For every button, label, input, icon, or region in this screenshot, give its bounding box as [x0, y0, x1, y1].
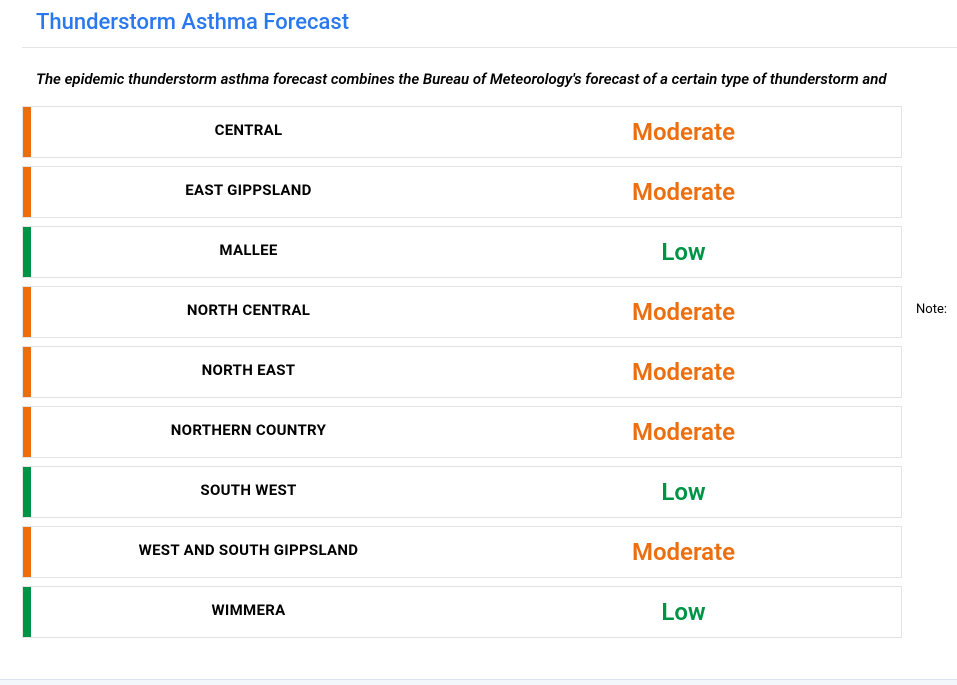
risk-level: Low: [466, 467, 901, 517]
region-name: WEST AND SOUTH GIPPSLAND: [31, 523, 466, 577]
side-note: Note:: [916, 302, 947, 317]
risk-level: Low: [466, 587, 901, 637]
region-name: MALLEE: [31, 223, 466, 277]
region-name: EAST GIPPSLAND: [31, 163, 466, 217]
table-row: SOUTH WESTLow: [22, 466, 902, 518]
risk-level: Moderate: [466, 287, 901, 337]
risk-stripe: [23, 527, 31, 577]
risk-stripe: [23, 227, 31, 277]
risk-stripe: [23, 167, 31, 217]
table-row: CENTRALModerate: [22, 106, 902, 158]
region-name: NORTHERN COUNTRY: [31, 403, 466, 457]
risk-stripe: [23, 107, 31, 157]
table-row: EAST GIPPSLANDModerate: [22, 166, 902, 218]
table-row: NORTH EASTModerate: [22, 346, 902, 398]
risk-level: Moderate: [466, 167, 901, 217]
risk-level: Moderate: [466, 347, 901, 397]
risk-stripe: [23, 407, 31, 457]
forecast-container: Thunderstorm Asthma Forecast The epidemi…: [0, 0, 957, 638]
table-row: NORTHERN COUNTRYModerate: [22, 406, 902, 458]
region-name: WIMMERA: [31, 583, 466, 637]
region-name: CENTRAL: [31, 103, 466, 157]
risk-stripe: [23, 467, 31, 517]
risk-level: Moderate: [466, 527, 901, 577]
bottom-edge: [0, 679, 957, 685]
region-name: NORTH EAST: [31, 343, 466, 397]
forecast-table: CENTRALModerateEAST GIPPSLANDModerateMAL…: [22, 106, 902, 638]
table-row: NORTH CENTRALModerate: [22, 286, 902, 338]
risk-stripe: [23, 287, 31, 337]
region-name: SOUTH WEST: [31, 463, 466, 517]
region-name: NORTH CENTRAL: [31, 283, 466, 337]
intro-text: The epidemic thunderstorm asthma forecas…: [0, 48, 957, 106]
table-row: MALLEELow: [22, 226, 902, 278]
risk-level: Moderate: [466, 407, 901, 457]
risk-stripe: [23, 587, 31, 637]
table-row: WEST AND SOUTH GIPPSLANDModerate: [22, 526, 902, 578]
risk-level: Low: [466, 227, 901, 277]
risk-level: Moderate: [466, 107, 901, 157]
risk-stripe: [23, 347, 31, 397]
table-row: WIMMERALow: [22, 586, 902, 638]
page-title: Thunderstorm Asthma Forecast: [0, 0, 957, 47]
